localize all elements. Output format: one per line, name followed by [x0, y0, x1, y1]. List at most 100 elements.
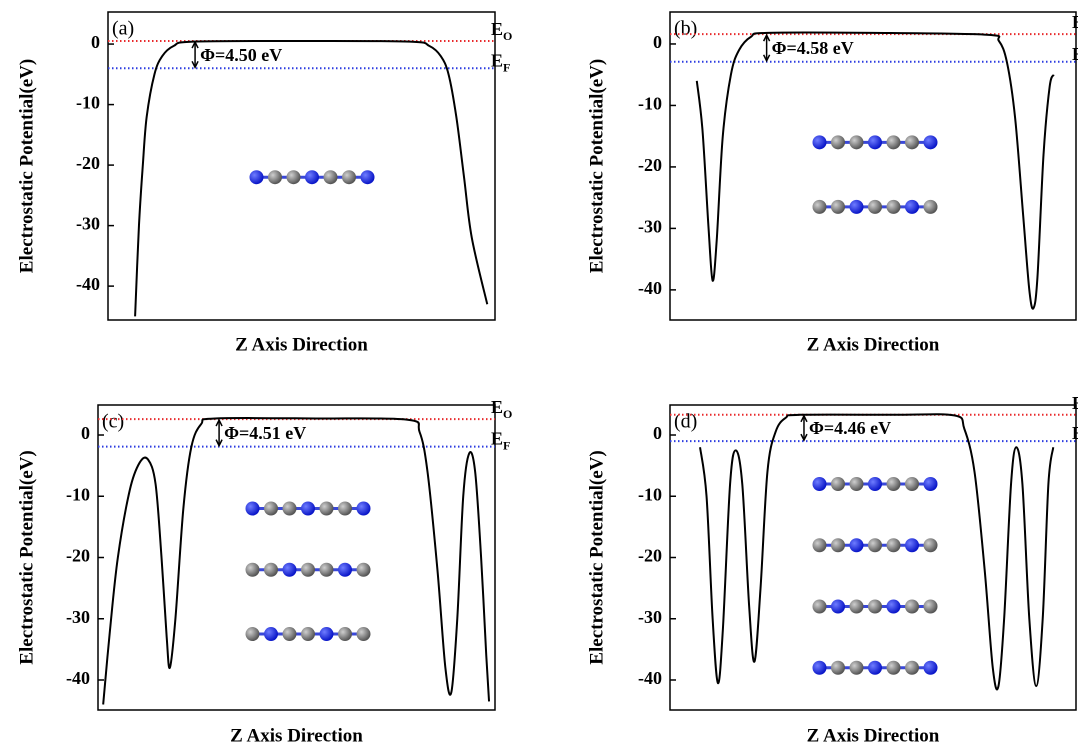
atom [301, 562, 315, 577]
potential-line [695, 31, 1055, 310]
atom [831, 538, 845, 553]
atom [905, 477, 919, 492]
atom [831, 660, 845, 675]
atom [923, 538, 938, 553]
reference-symbol: E [491, 429, 503, 449]
atom [905, 538, 919, 553]
arrow-head [762, 33, 771, 63]
atom [812, 135, 827, 150]
atom [886, 660, 901, 675]
y-tick-label: -20 [66, 546, 90, 566]
plot-frame [669, 11, 1077, 321]
y-tick-label: -30 [638, 217, 662, 237]
atom [338, 501, 352, 516]
y-tick-label: -10 [76, 93, 100, 113]
reference-label: EF [1072, 44, 1078, 68]
atom [886, 599, 901, 614]
reference-label: EF [491, 50, 510, 74]
atom [849, 538, 864, 553]
atom [923, 660, 938, 675]
atom [264, 501, 278, 516]
y-tick-label: -40 [66, 668, 90, 688]
atom [249, 170, 264, 185]
reference-subscript: O [503, 29, 512, 43]
y-tick-label: -30 [638, 607, 662, 627]
atom [812, 199, 827, 214]
atom [812, 599, 827, 614]
reference-label: EO [491, 397, 512, 421]
potential-line [699, 413, 1055, 691]
y-tick-label: -10 [638, 94, 662, 114]
atom [360, 170, 375, 185]
work-function: Φ=4.51 eV [224, 423, 306, 443]
y-tick-label: -20 [638, 155, 662, 175]
x-axis-title: Z Axis Direction [235, 334, 368, 355]
reference-label: EO [1072, 393, 1078, 417]
atom [338, 627, 352, 642]
y-tick-label: 0 [653, 32, 662, 52]
y-tick-label: -40 [76, 274, 100, 294]
atom [831, 135, 845, 150]
atom [831, 477, 845, 492]
atom [245, 501, 260, 516]
atom [812, 660, 827, 675]
y-tick-label: -30 [66, 607, 90, 627]
atom [356, 501, 371, 516]
atom [323, 170, 338, 185]
y-tick-label: -20 [638, 546, 662, 566]
atom [905, 135, 919, 150]
x-axis-title: Z Axis Direction [807, 334, 940, 355]
y-tick-label: -40 [638, 278, 662, 298]
y-tick-label: 0 [81, 423, 90, 443]
atom [338, 562, 352, 577]
atom [301, 627, 315, 642]
reference-symbol: E [1072, 12, 1078, 32]
x-axis-title: Z Axis Direction [807, 725, 940, 746]
y-axis-title: Electrostatic Potential(eV) [16, 450, 37, 664]
atom [886, 477, 901, 492]
atom [812, 477, 827, 492]
reference-symbol: E [491, 19, 503, 39]
atom [886, 538, 901, 553]
atom [268, 170, 282, 185]
atom [831, 599, 845, 614]
atom [886, 135, 901, 150]
atom [849, 135, 864, 150]
atom [245, 562, 260, 577]
atom [868, 538, 882, 553]
atom [245, 627, 260, 642]
panel-label: (a) [112, 18, 134, 40]
y-tick-label: -10 [66, 484, 90, 504]
atom [319, 562, 334, 577]
reference-label: EF [491, 429, 510, 453]
atom [868, 660, 882, 675]
work-function: Φ=4.50 eV [200, 45, 282, 65]
atom [282, 562, 297, 577]
atom [356, 562, 371, 577]
atom [923, 599, 938, 614]
atom [868, 199, 882, 214]
atom [923, 477, 938, 492]
y-tick-label: -10 [638, 484, 662, 504]
arrow-head [800, 414, 808, 442]
atom [831, 199, 845, 214]
reference-symbol: E [491, 50, 503, 70]
atom [868, 599, 882, 614]
y-tick-label: -40 [638, 668, 662, 688]
atom [905, 660, 919, 675]
atom [923, 199, 938, 214]
atom [342, 170, 356, 185]
atom [301, 501, 315, 516]
reference-symbol: E [1072, 423, 1078, 443]
atom [319, 627, 334, 642]
work-function: Φ=4.46 eV [809, 418, 891, 438]
panel-label: (b) [674, 18, 697, 40]
atom [264, 562, 278, 577]
atom [305, 170, 319, 185]
reference-symbol: E [1072, 44, 1078, 64]
atom [319, 501, 334, 516]
reference-label: EO [1072, 12, 1078, 36]
atom [282, 627, 297, 642]
